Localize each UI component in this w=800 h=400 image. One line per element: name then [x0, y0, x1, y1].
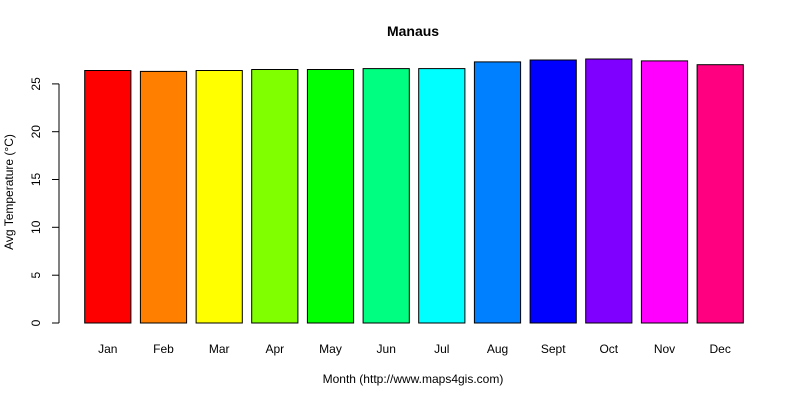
x-tick-label: May — [319, 342, 342, 356]
y-tick-label: 20 — [29, 125, 43, 139]
bar-oct — [585, 58, 633, 324]
x-tick-label: Nov — [654, 342, 675, 356]
x-tick-label: Jun — [377, 342, 396, 356]
bar-dec — [696, 64, 744, 324]
y-axis-label: Avg Temperature (°C) — [2, 134, 16, 250]
bar-mar — [195, 70, 243, 324]
x-tick-label: Dec — [710, 342, 731, 356]
bar-aug — [473, 61, 522, 324]
x-tick-labels: Jan Feb Mar Apr May Jun Jul Aug Sept Oct Nov Dec — [98, 342, 731, 356]
x-tick-label: Oct — [599, 342, 618, 356]
bar-may — [306, 69, 355, 324]
x-tick-label: Jan — [98, 342, 117, 356]
bar-nov — [640, 60, 689, 324]
x-tick-label: Jul — [434, 342, 449, 356]
y-tick-label: 25 — [29, 77, 43, 91]
x-axis-label: Month (http://www.maps4gis.com) — [323, 372, 504, 386]
y-tick-label: 5 — [29, 272, 43, 279]
y-tick-label: 15 — [29, 173, 43, 187]
bar-jun — [362, 68, 410, 324]
x-tick-label: Apr — [265, 342, 284, 356]
x-tick-label: Aug — [487, 342, 508, 356]
bar-sept — [529, 59, 577, 324]
y-tick-label: 0 — [29, 319, 43, 326]
chart-title: Manaus — [387, 23, 439, 39]
y-tick-label: 10 — [29, 220, 43, 234]
x-tick-label: Feb — [153, 342, 174, 356]
bar-jul — [418, 68, 466, 324]
y-axis: 0 5 10 15 20 25 — [29, 77, 60, 326]
x-tick-label: Mar — [209, 342, 230, 356]
bar-apr — [251, 69, 299, 324]
bars-group — [84, 58, 744, 324]
bar-jan — [84, 70, 132, 324]
x-tick-label: Sept — [541, 342, 566, 356]
bar-feb — [139, 70, 188, 324]
